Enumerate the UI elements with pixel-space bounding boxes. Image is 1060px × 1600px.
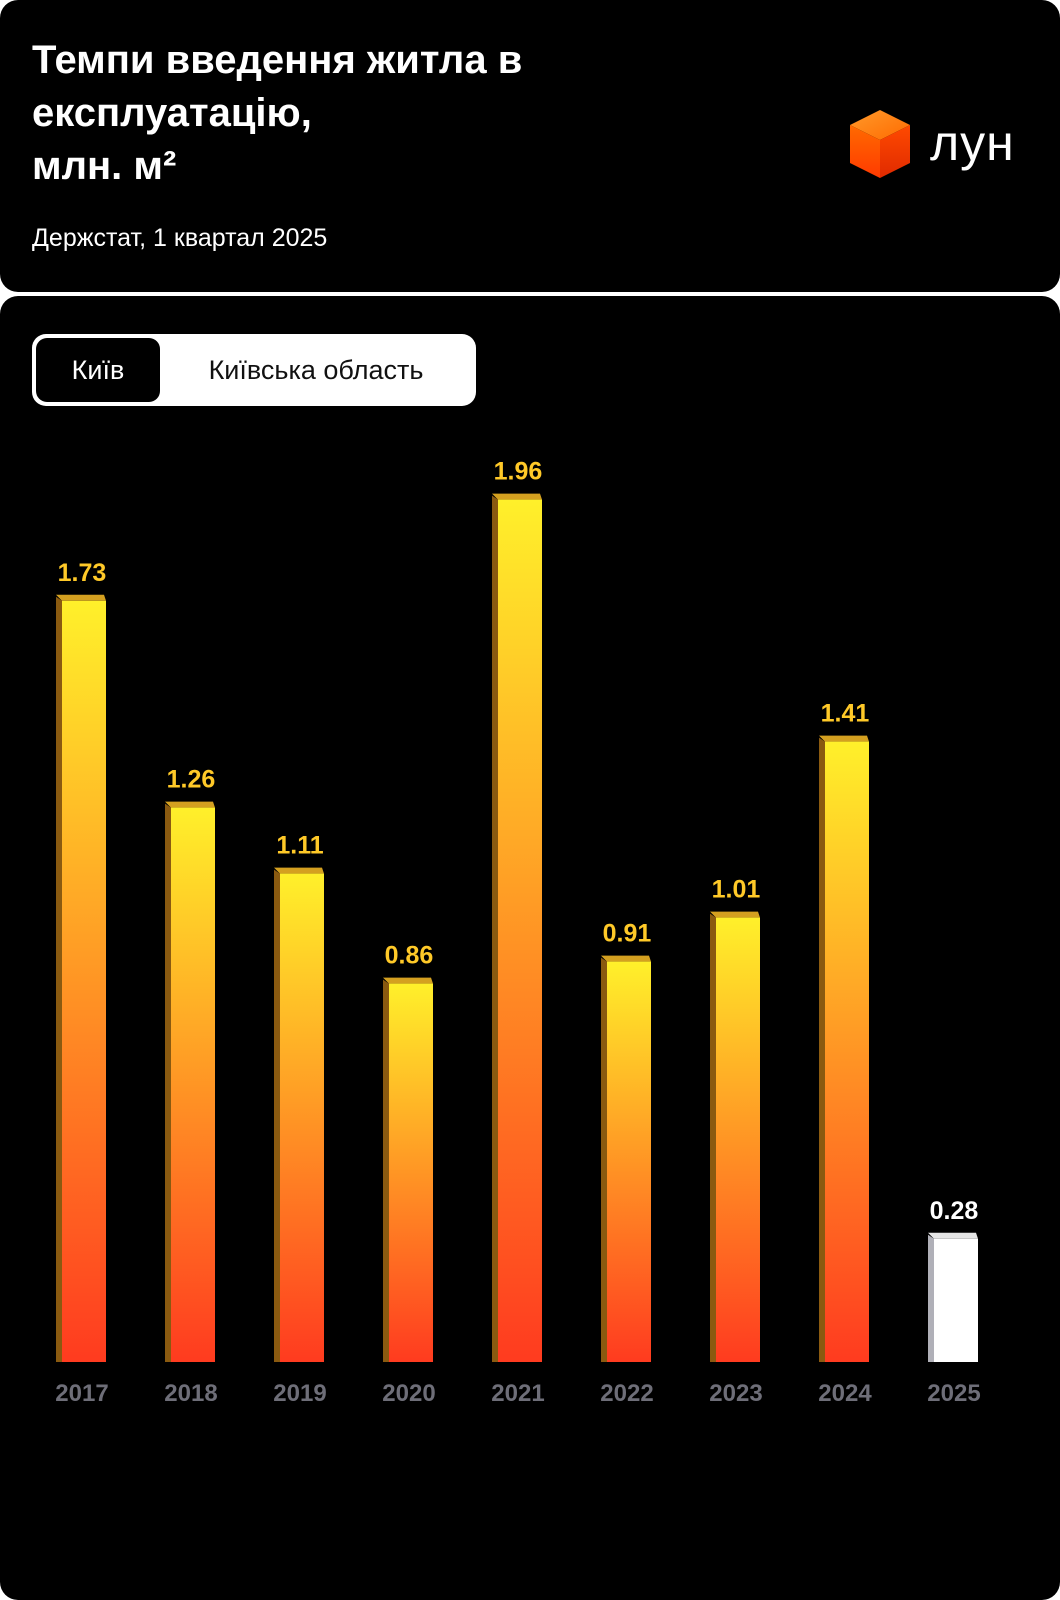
bar-2022 [607, 961, 651, 1362]
bar-2020 [389, 983, 433, 1362]
brand-logo: лун [848, 108, 1033, 183]
value-label-2025: 0.28 [930, 1197, 979, 1225]
brand-name: лун [930, 115, 1015, 171]
value-label-2017: 1.73 [58, 559, 107, 587]
year-label-2017: 2017 [55, 1380, 108, 1407]
bar-top-2020 [383, 977, 433, 984]
value-label-2018: 1.26 [167, 766, 216, 794]
header-card: Темпи введення житла в експлуатацію, млн… [0, 0, 1060, 292]
year-label-2025: 2025 [927, 1380, 980, 1407]
year-label-2019: 2019 [273, 1380, 326, 1407]
toggle-kyiv[interactable]: Київ [36, 338, 160, 402]
year-label-2023: 2023 [709, 1380, 762, 1407]
bar-top-2024 [819, 735, 869, 742]
cube-icon [850, 110, 910, 178]
bar-side-2017 [56, 596, 62, 1362]
bar-top-2017 [56, 594, 106, 601]
year-label-2018: 2018 [164, 1380, 217, 1407]
page-title: Темпи введення житла в експлуатацію, млн… [32, 34, 732, 193]
bar-top-2019 [274, 867, 324, 874]
value-label-2023: 1.01 [712, 876, 761, 904]
bar-2024 [825, 741, 869, 1362]
bar-2023 [716, 917, 760, 1362]
bar-side-2022 [601, 957, 607, 1362]
year-label-2021: 2021 [491, 1380, 544, 1407]
bar-side-2024 [819, 737, 825, 1362]
bar-side-2023 [710, 913, 716, 1362]
bar-side-2019 [274, 869, 280, 1362]
bar-chart: 1.73 2017 1.26 2018 1.11 2019 0.86 2020 1.96 2021… [55, 458, 980, 1407]
value-label-2024: 1.41 [821, 700, 870, 728]
year-label-2020: 2020 [382, 1380, 435, 1407]
bar-2018 [171, 807, 215, 1362]
title-line-3: млн. м² [32, 144, 177, 188]
bar-side-2025 [928, 1234, 934, 1362]
value-label-2020: 0.86 [385, 942, 434, 970]
bar-side-2021 [492, 495, 498, 1363]
value-label-2021: 1.96 [494, 458, 543, 486]
bar-2025 [934, 1238, 978, 1362]
bar-side-2018 [165, 803, 171, 1362]
bar-2017 [62, 600, 106, 1362]
bar-side-2020 [383, 979, 389, 1362]
region-toggle: Київ Київська область [32, 334, 476, 406]
source-caption: Держстат, 1 квартал 2025 [32, 224, 328, 252]
bar-top-2018 [165, 801, 215, 808]
title-line-2: експлуатацію, [32, 91, 312, 135]
year-label-2024: 2024 [818, 1380, 872, 1407]
bar-top-2021 [492, 493, 542, 500]
title-line-1: Темпи введення житла в [32, 38, 523, 82]
toggle-kyiv-oblast[interactable]: Київська область [208, 355, 424, 385]
chart-card: Київ Київська область 1.73 2017 1.26 2018 1.… [0, 296, 1060, 1600]
bar-top-2025 [928, 1232, 978, 1239]
value-label-2019: 1.11 [276, 832, 323, 860]
value-label-2022: 0.91 [603, 920, 652, 948]
year-label-2022: 2022 [600, 1380, 653, 1407]
bar-top-2022 [601, 955, 651, 962]
bar-top-2023 [710, 911, 760, 918]
bar-2021 [498, 499, 542, 1363]
bar-2019 [280, 873, 324, 1362]
bars-group: 1.73 2017 1.26 2018 1.11 2019 0.86 2020 1.96 2021… [55, 458, 980, 1407]
